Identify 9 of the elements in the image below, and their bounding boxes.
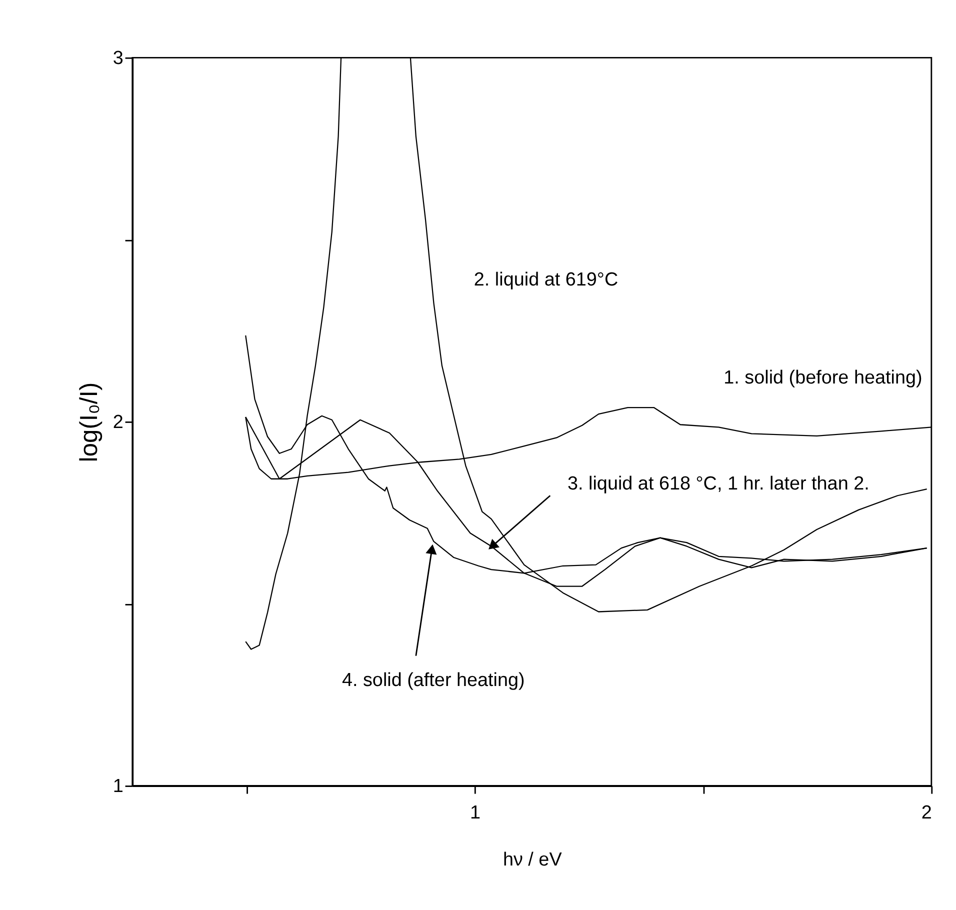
text: 3. liquid at 618 °C, 1 hr. later than 2. (568, 473, 870, 494)
text: 2. liquid at 619°C (474, 269, 618, 290)
x-axis-title: hν / eV (502, 850, 562, 871)
text: 4. solid (after heating) (342, 670, 525, 691)
y-axis-title: log(I₀/I) (76, 382, 103, 462)
y-tick-label: 1 (112, 776, 124, 797)
text: 1. solid (before heating) (724, 368, 922, 389)
y-tick-label: 3 (112, 48, 124, 69)
y-tick-label: 2 (112, 412, 124, 433)
